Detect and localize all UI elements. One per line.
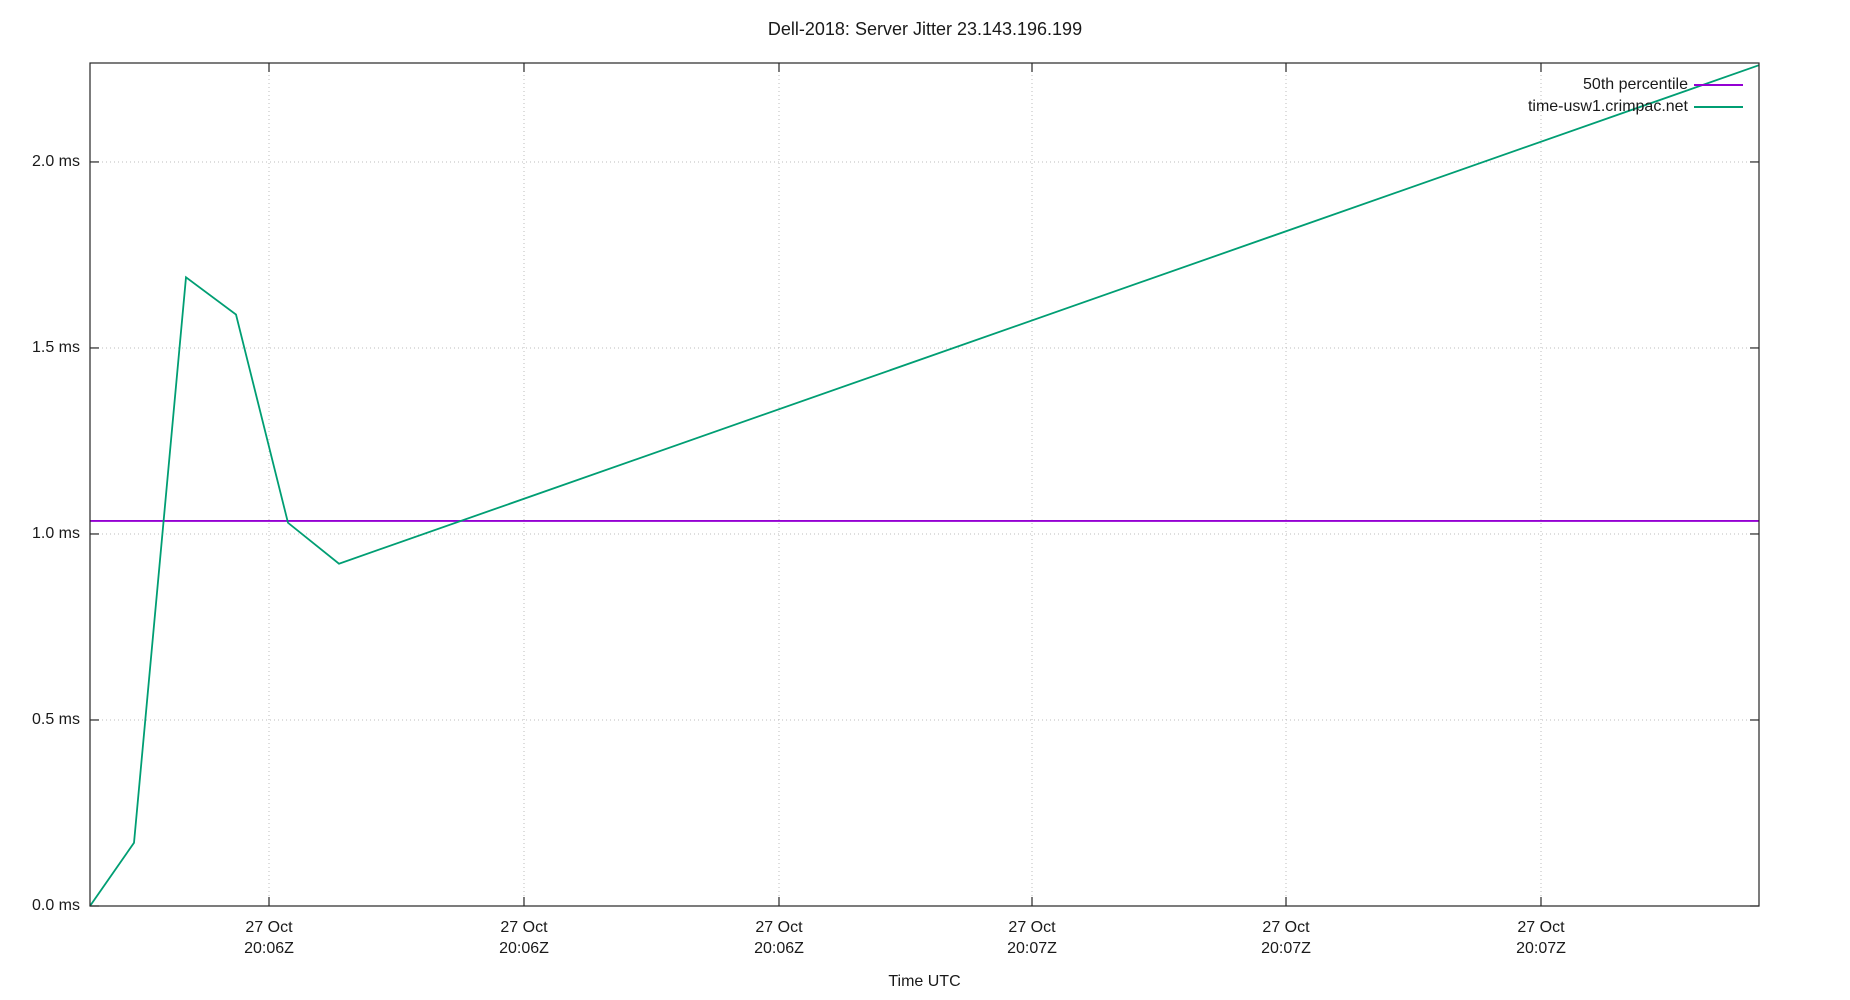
y-tick-label-2: 1.0 ms <box>0 525 80 543</box>
x-tick-label-1: 27 Oct 20:06Z <box>464 917 584 959</box>
x-axis-label: Time UTC <box>888 973 961 990</box>
series-line-1 <box>89 64 1760 907</box>
y-tick-label-3-line: 1.5 ms <box>31 338 80 356</box>
y-tick-label-1-line: 0.5 ms <box>31 710 80 728</box>
y-tick-label-4-line: 2.0 ms <box>31 152 80 170</box>
legend-swatch-server <box>1694 106 1743 108</box>
legend-label-50th-percentile: 50th percentile <box>1583 76 1688 93</box>
x-tick-label-3-line: 27 Oct <box>1008 919 1056 936</box>
x-tick-label-4-line: 20:07Z <box>1261 940 1311 957</box>
plot-border <box>89 62 1760 907</box>
x-tick-label-0-line: 27 Oct <box>245 919 293 936</box>
x-tick-label-3: 27 Oct 20:07Z <box>972 917 1092 959</box>
x-tick-label-4: 27 Oct 20:07Z <box>1226 917 1346 959</box>
y-tick-label-3: 1.5 ms <box>0 339 80 357</box>
x-tick-label-3-line: 20:07Z <box>1007 940 1057 957</box>
legend-label-server: time-usw1.crimpac.net <box>1527 98 1688 115</box>
x-tick-label-5-line: 27 Oct <box>1517 919 1565 936</box>
legend-item-server: time-usw1.crimpac.net <box>1528 96 1743 118</box>
y-tick-label-2-line: 1.0 ms <box>31 524 80 542</box>
x-tick-label-5-line: 20:07Z <box>1516 940 1566 957</box>
x-tick-label-0-line: 20:06Z <box>244 940 294 957</box>
y-tick-label-0-line: 0.0 ms <box>31 897 80 914</box>
x-tick-label-2-line: 27 Oct <box>755 919 803 936</box>
y-tick-label-1: 0.5 ms <box>0 711 80 729</box>
legend-item-50th-percentile: 50th percentile <box>1528 74 1743 96</box>
y-tick-label-0: 0.0 ms <box>0 897 80 915</box>
legend-swatch-50th-percentile <box>1694 84 1743 86</box>
y-tick-label-4: 2.0 ms <box>0 153 80 171</box>
legend: 50th percentile time-usw1.crimpac.net <box>1528 74 1743 118</box>
x-tick-label-0: 27 Oct 20:06Z <box>209 917 329 959</box>
x-tick-label-1-line: 27 Oct <box>500 919 548 936</box>
chart-title: Dell-2018: Server Jitter 23.143.196.199 <box>767 19 1083 39</box>
x-tick-label-2: 27 Oct 20:06Z <box>719 917 839 959</box>
x-tick-label-2-line: 20:06Z <box>754 940 804 957</box>
x-tick-label-5: 27 Oct 20:07Z <box>1481 917 1601 959</box>
x-tick-label-4-line: 27 Oct <box>1262 919 1310 936</box>
x-tick-label-1-line: 20:06Z <box>499 940 549 957</box>
